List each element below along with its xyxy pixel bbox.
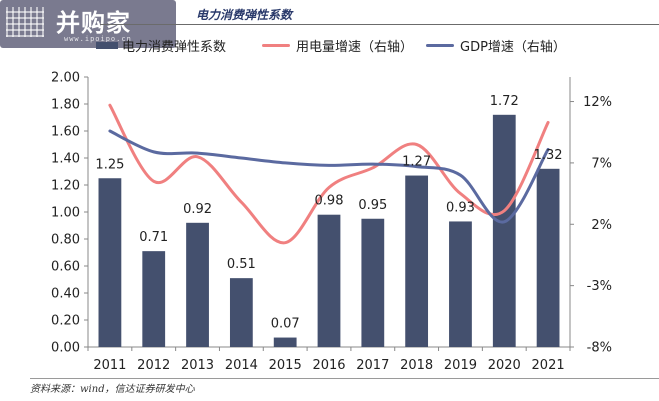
y-left-tick-label: 0.60 [51, 260, 80, 275]
bar [273, 337, 297, 347]
y-right-tick-label: -8% [587, 341, 612, 356]
bar-data-label: 1.32 [534, 148, 563, 163]
legend-swatch-bar [96, 42, 118, 49]
footer-divider [30, 378, 659, 379]
x-tick-label: 2015 [269, 358, 302, 373]
bar [317, 214, 341, 347]
y-left-tick-label: 0.00 [51, 341, 80, 356]
y-left-tick-label: 2.00 [51, 71, 80, 86]
bar [229, 278, 253, 347]
x-tick-label: 2013 [181, 358, 214, 373]
legend-label-line2: GDP增速（右轴） [460, 40, 566, 55]
x-tick-label: 2011 [93, 358, 126, 373]
y-left-tick-label: 1.00 [51, 206, 80, 221]
x-tick-label: 2012 [137, 358, 170, 373]
header-divider [100, 24, 659, 25]
legend-item-line2: GDP增速（右轴） [426, 36, 566, 55]
gdp-growth-line [108, 129, 550, 224]
x-tick-label: 2021 [532, 358, 565, 373]
y-left-tick-label: 1.60 [51, 125, 80, 140]
bar-data-label: 1.72 [490, 94, 519, 109]
x-tick-label: 2014 [225, 358, 258, 373]
bar-data-label: 0.98 [315, 194, 344, 209]
bar-data-label: 0.51 [227, 257, 256, 272]
legend-label-bar: 电力消费弹性系数 [122, 40, 227, 55]
bar [361, 218, 385, 347]
legend-swatch-line1 [262, 44, 290, 47]
bar [98, 178, 122, 347]
bar [536, 168, 560, 347]
bar [405, 175, 429, 347]
bar-data-label: 0.93 [446, 200, 475, 215]
x-tick-label: 2017 [356, 358, 389, 373]
x-tick-label: 2020 [488, 358, 521, 373]
y-right-tick-label: 2% [591, 218, 612, 233]
bar-data-label: 1.27 [402, 155, 431, 170]
bar-data-label: 0.95 [358, 198, 387, 213]
logo-url: www.ipoipo.cn [64, 35, 132, 43]
bar [142, 251, 166, 347]
x-tick-label: 2019 [444, 358, 477, 373]
y-right-tick-label: -3% [587, 279, 612, 294]
y-left-tick-label: 0.40 [51, 287, 80, 302]
legend-item-bar: 电力消费弹性系数 [96, 36, 226, 55]
logo-grid-icon [6, 7, 44, 37]
bar-data-label: 0.07 [271, 317, 300, 332]
chart-title: 电力消费弹性系数 [196, 8, 293, 22]
x-tick-label: 2016 [312, 358, 345, 373]
y-right-tick-label: 7% [591, 156, 612, 171]
bar [492, 114, 516, 347]
bar-data-label: 1.25 [95, 157, 124, 172]
y-left-tick-label: 0.20 [51, 314, 80, 329]
logo-text: 并购家 [56, 9, 131, 37]
y-left-tick-label: 0.80 [51, 233, 80, 248]
legend-item-line1: 用电量增速（右轴） [262, 36, 413, 55]
y-left-tick-label: 1.80 [51, 98, 80, 113]
bar-data-label: 0.71 [139, 230, 168, 245]
x-tick-label: 2018 [400, 358, 433, 373]
source-note: 资料来源：wind，信达证券研发中心 [30, 384, 195, 395]
legend-label-line1: 用电量增速（右轴） [296, 40, 414, 55]
electricity-growth-line [108, 103, 550, 245]
y-right-tick-label: 12% [583, 95, 612, 110]
bar-data-label: 0.92 [183, 202, 212, 217]
bar [449, 221, 472, 347]
legend-swatch-line2 [426, 44, 454, 47]
bar [186, 222, 209, 347]
y-left-tick-label: 1.40 [51, 152, 80, 167]
y-left-tick-label: 1.20 [51, 179, 80, 194]
